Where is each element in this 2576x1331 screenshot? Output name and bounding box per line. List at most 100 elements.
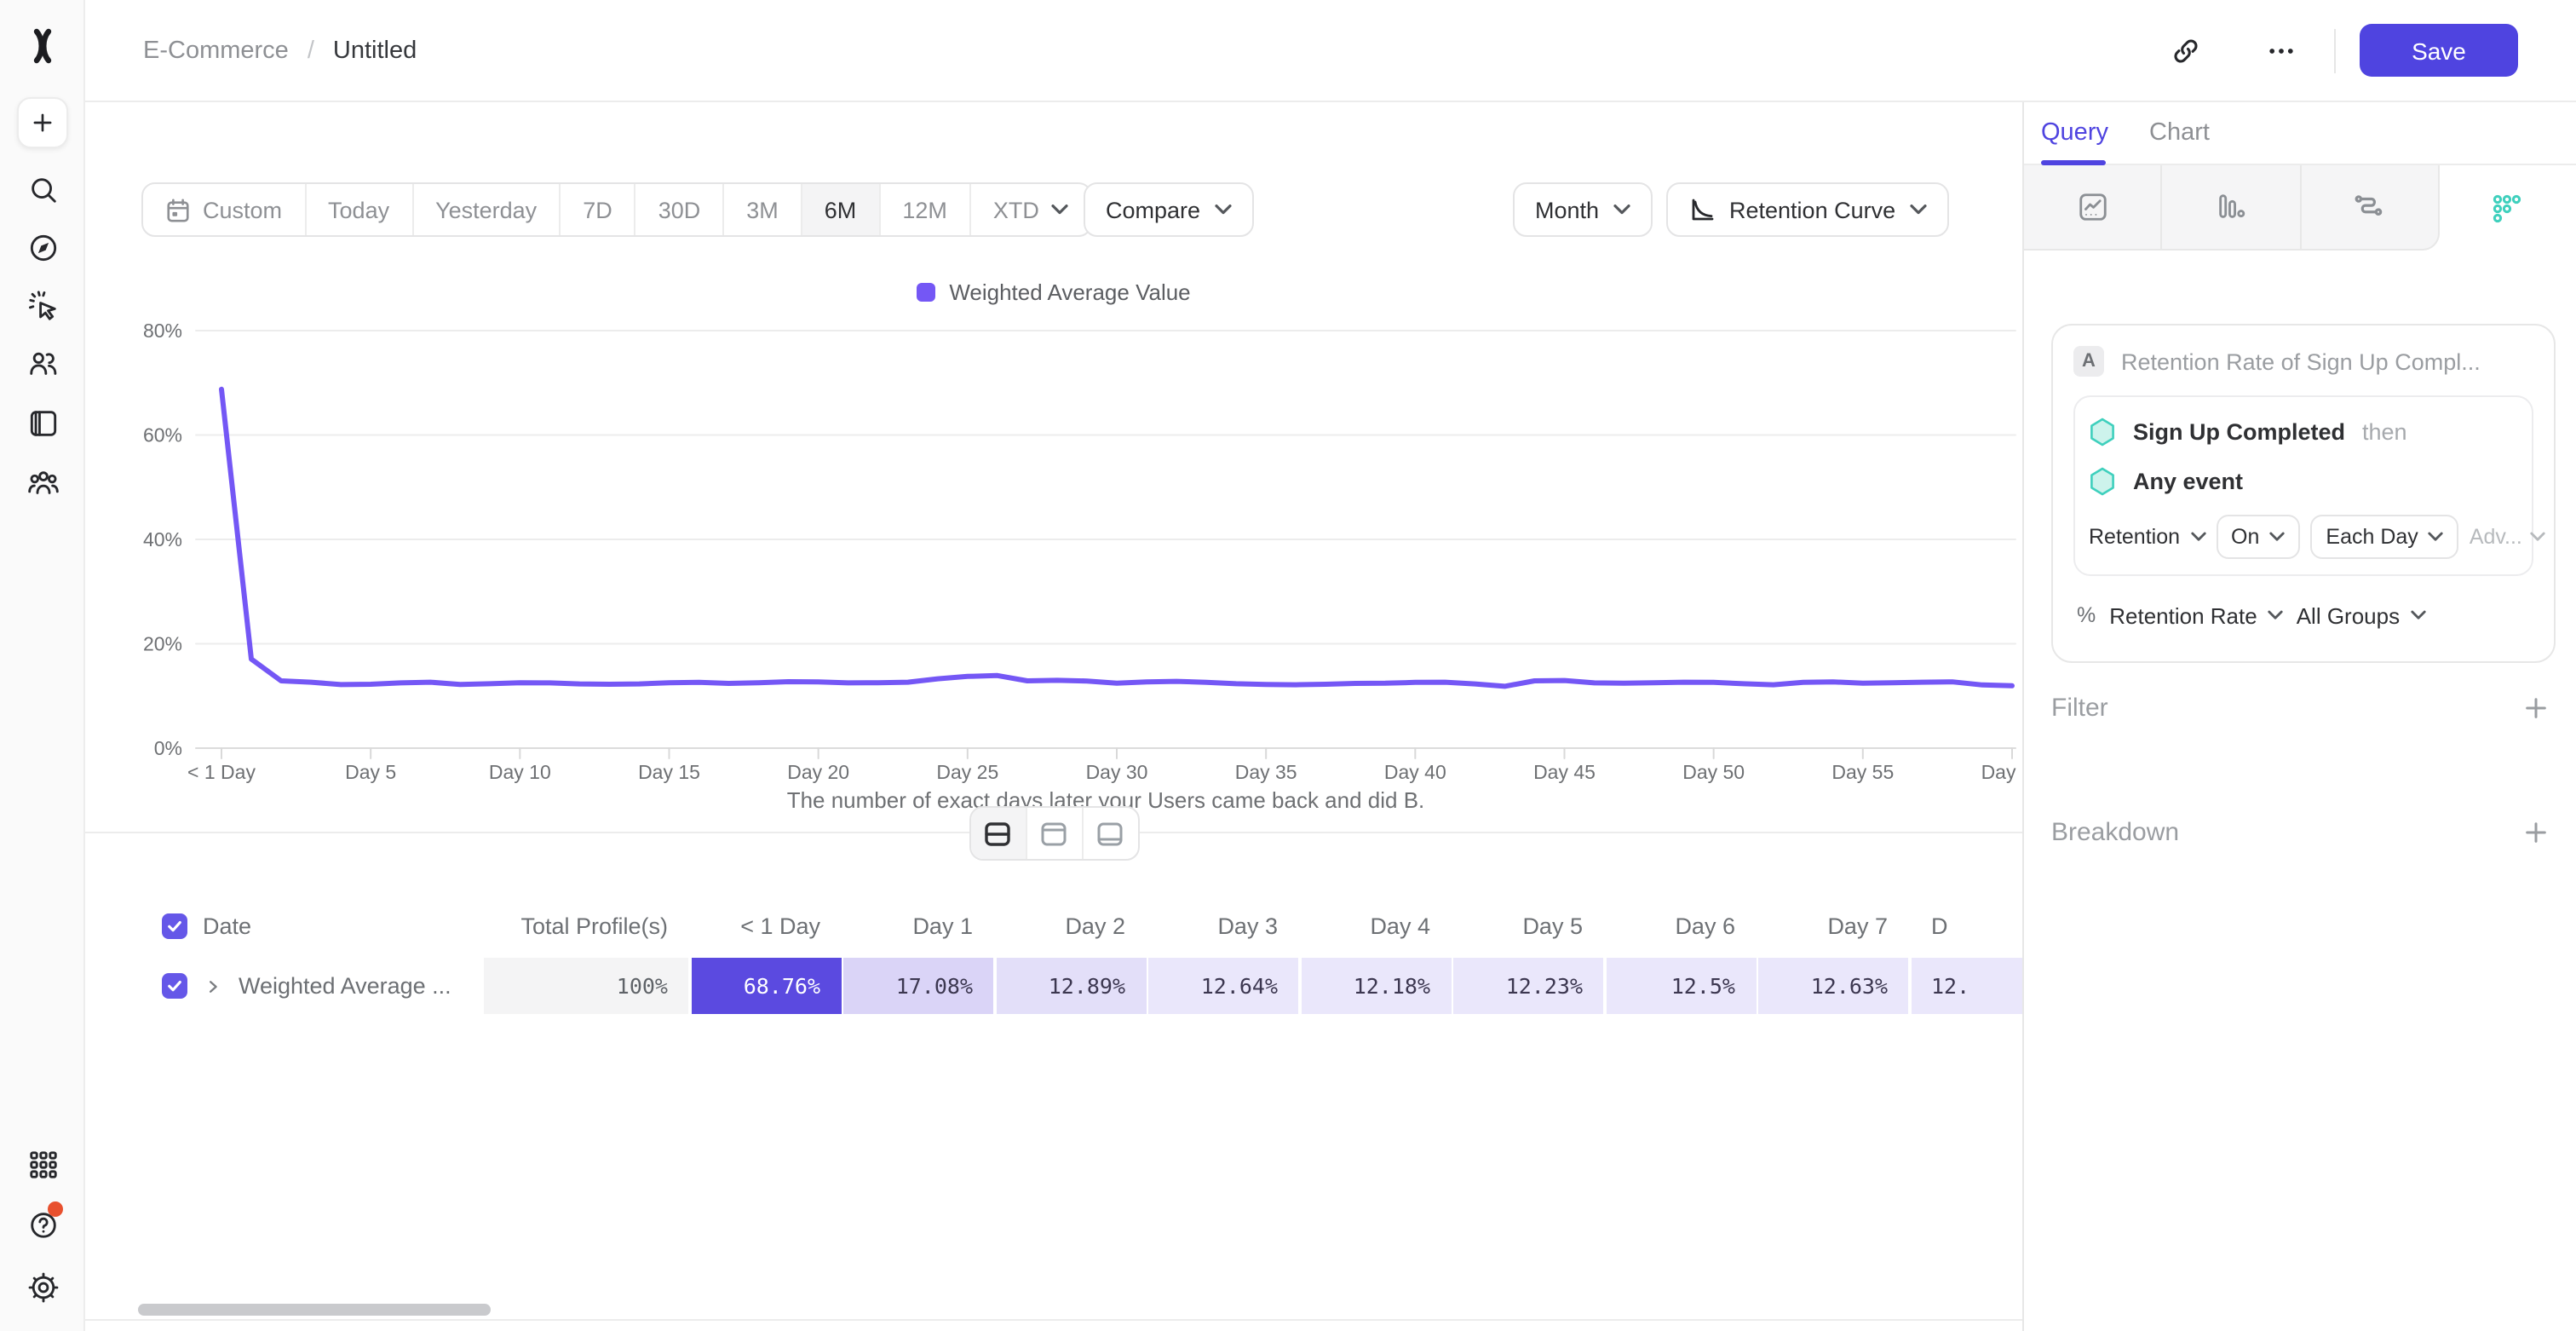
link-icon [2174,38,2198,62]
sidebar-events[interactable] [26,288,60,322]
x-axis-tick-label: Day 30 [1086,761,1148,783]
first-event-selector[interactable]: Sign Up Completed then [2089,407,2518,457]
sidebar-help[interactable] [26,1201,63,1241]
report-type-insights[interactable] [2024,165,2163,251]
advanced-dropdown[interactable]: Adv... [2470,525,2546,549]
report-title[interactable]: Untitled [332,37,417,64]
date-range-6m[interactable]: 6M [802,184,881,235]
table-column-headers: Total Profile(s) < 1 Day Day 1 Day 2 Day 3 Da… [484,898,2022,954]
column-header[interactable]: Day 3 [1217,913,1278,939]
board-icon [29,410,56,435]
column-header[interactable]: Day 2 [1065,913,1125,939]
date-range-custom[interactable]: Custom [143,184,307,235]
column-header[interactable]: Day 4 [1370,913,1430,939]
sidebar-search[interactable] [26,172,60,206]
layout-chart-button[interactable] [1026,808,1083,859]
retention-cell: 68.76% [691,958,841,1014]
chevron-down-icon [1909,205,1926,215]
x-axis-tick-label: Day 25 [936,761,998,783]
retention-type-dropdown[interactable]: Retention [2089,525,2205,549]
add-breakdown-button[interactable] [2523,820,2549,845]
retention-cell: 17.08% [843,958,993,1014]
date-column-header[interactable]: Date [203,913,252,939]
retention-type-label: Retention [2089,525,2181,549]
save-button[interactable]: Save [2360,24,2518,77]
chevron-right-icon [210,980,217,992]
chevron-down-icon [2190,532,2205,541]
on-dropdown[interactable]: On [2216,515,2301,559]
date-range-7d[interactable]: 7D [561,184,636,235]
column-header[interactable]: Day 1 [912,913,973,939]
chevron-down-icon [2268,610,2283,619]
chart-legend[interactable]: Weighted Average Value [85,279,2022,305]
sidebar-boards[interactable] [26,406,60,440]
column-header[interactable]: Day 5 [1522,913,1583,939]
second-event-label: Any event [2133,469,2244,494]
sidebar-users[interactable] [26,346,60,380]
chart-type-dropdown[interactable]: Retention Curve [1666,182,1949,237]
date-range-xtd[interactable]: XTD [971,184,1090,235]
granularity-dropdown[interactable]: Month [1513,182,1653,237]
sidebar-cohorts[interactable] [26,465,60,499]
add-filter-button[interactable] [2523,695,2549,721]
date-range-label: 6M [824,197,857,222]
chevron-down-icon [1613,205,1630,215]
breakdown-section: Breakdown [2051,818,2549,847]
measure-dropdown[interactable]: Retention Rate [2109,602,2283,628]
legend-swatch [917,283,936,302]
column-header[interactable]: Day 6 [1675,913,1735,939]
mixpanel-logo-icon[interactable] [20,24,65,68]
x-axis-tick-label: Day 40 [1384,761,1446,783]
table-row-cells: 100% 68.76% 17.08% 12.89% 12.64% 12.18% 12.23%… [484,958,2022,1014]
date-range-label: XTD [992,197,1039,222]
date-range-3m[interactable]: 3M [724,184,802,235]
step-title[interactable]: Retention Rate of Sign Up Compl... [2121,349,2481,374]
date-range-selector: Custom Today Yesterday 7D 30D 3M 6M 12M XTD [141,182,1092,237]
sidebar-settings[interactable] [26,1270,60,1304]
sidebar-apps[interactable] [26,1147,60,1181]
calendar-icon [167,198,189,222]
breadcrumb-project[interactable]: E-Commerce [143,37,289,64]
date-range-30d[interactable]: 30D [636,184,725,235]
measure-row: % Retention Rate All Groups [2073,590,2533,641]
second-event-selector[interactable]: Any event [2089,457,2518,506]
tab-chart[interactable]: Chart [2149,119,2210,147]
select-all-checkbox[interactable] [162,913,187,939]
groups-dropdown[interactable]: All Groups [2297,602,2425,628]
create-button[interactable] [17,97,68,148]
date-range-yesterday[interactable]: Yesterday [413,184,561,235]
sidebar-discover[interactable] [26,230,60,264]
filter-label: Filter [2051,694,2108,723]
table-row-lead: Weighted Average ... [85,973,484,999]
column-header[interactable]: Total Profile(s) [520,913,668,939]
y-axis-tick-label: 40% [143,528,182,550]
layout-table-button[interactable] [1083,808,1137,859]
more-menu-button[interactable] [2263,32,2300,69]
column-header[interactable]: D [1931,913,1948,939]
date-range-12m[interactable]: 12M [880,184,971,235]
chevron-down-icon [2531,532,2546,541]
report-type-funnels[interactable] [2162,165,2301,251]
x-axis-tick-label: < 1 Day [187,761,256,783]
row-expander[interactable] [203,976,223,996]
funnels-icon [2218,194,2245,218]
row-checkbox[interactable] [162,973,187,999]
y-axis-tick-label: 0% [154,737,182,759]
column-header[interactable]: < 1 Day [740,913,820,939]
report-type-flows[interactable] [2301,165,2440,251]
each-day-dropdown[interactable]: Each Day [2310,515,2459,559]
layout-split-button[interactable] [970,808,1026,859]
horizontal-scrollbar[interactable] [138,1304,491,1316]
copy-link-button[interactable] [2167,32,2205,69]
report-type-retention[interactable] [2439,165,2576,251]
top-view-icon [1041,821,1067,845]
chevron-down-icon [1214,205,1231,215]
date-range-today[interactable]: Today [306,184,414,235]
chevron-down-icon [1051,205,1068,215]
x-axis-tick-label: Day 10 [489,761,551,783]
column-header[interactable]: Day 7 [1827,913,1888,939]
tab-query[interactable]: Query [2041,119,2108,147]
compare-button[interactable]: Compare [1084,182,1254,237]
retention-line[interactable] [219,386,2015,689]
help-icon [30,1212,55,1237]
